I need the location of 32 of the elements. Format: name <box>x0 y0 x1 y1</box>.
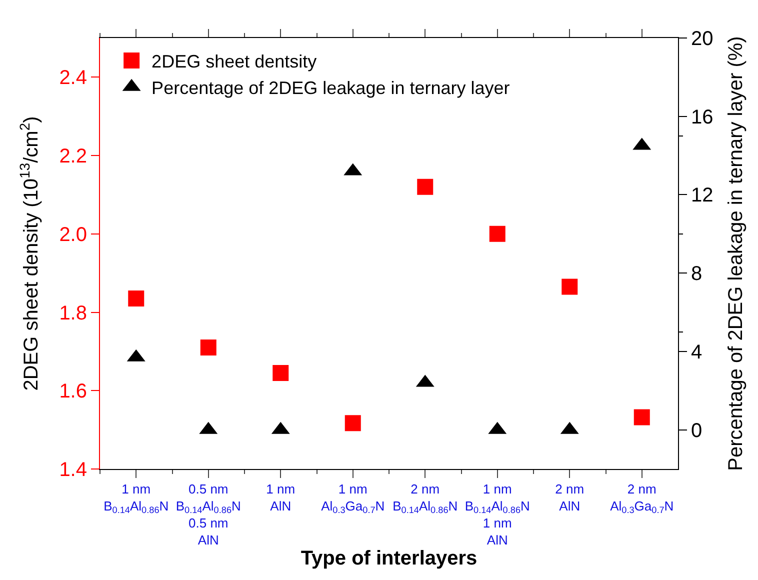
y2-axis-title: Percentage of 2DEG leakage in ternary layer (%) <box>724 36 747 471</box>
x-tick-label: 1 nm Al$_{0.3}$Ga$_{0.7}$N <box>321 482 385 516</box>
point <box>344 415 361 432</box>
x-tick-label: 0.5 nm B$_{0.14}$Al$_{0.86}$N 0.5 nm AlN <box>176 482 241 548</box>
y-tick-label: 1.6 <box>59 380 87 403</box>
y2-tick-label: 4 <box>691 341 702 364</box>
x-tick-label: 2 nm B$_{0.14}$Al$_{0.86}$N <box>392 482 458 516</box>
x-tick-label: 1 nm B$_{0.14}$Al$_{0.86}$N <box>104 482 169 516</box>
x-tick-label: 1 nm AlN <box>266 482 296 514</box>
y-tick-label: 2.4 <box>59 67 87 90</box>
x-tick-label: 2 nm AlN <box>555 482 584 514</box>
point <box>417 178 434 195</box>
legend-label: 2DEG sheet dentsity <box>152 52 317 72</box>
point <box>489 226 506 242</box>
y-tick-label: 2.2 <box>59 146 87 168</box>
x-tick-label: 2 nm Al$_{0.3}$Ga$_{0.7}$N <box>610 482 674 516</box>
y2-tick-label: 20 <box>691 28 714 50</box>
y2-tick-label: 0 <box>691 420 702 442</box>
point <box>634 409 650 426</box>
legend-label: Percentage of 2DEG leakage in ternary layer <box>152 78 510 98</box>
y2-tick-label: 16 <box>691 106 714 128</box>
y2-tick-label: 12 <box>691 184 714 207</box>
point <box>562 278 578 295</box>
y-tick-label: 1.8 <box>59 302 87 324</box>
y-tick-label: 2.0 <box>59 224 87 246</box>
point <box>272 365 289 381</box>
point <box>200 340 216 356</box>
y-tick-label: 1.4 <box>59 459 87 481</box>
x-tick-label: 1 nm B$_{0.14}$Al$_{0.86}$N 1 nm AlN <box>464 482 530 548</box>
point <box>128 290 144 307</box>
y2-tick-label: 8 <box>691 263 702 286</box>
x-axis-title: Type of interlayers <box>300 547 478 570</box>
